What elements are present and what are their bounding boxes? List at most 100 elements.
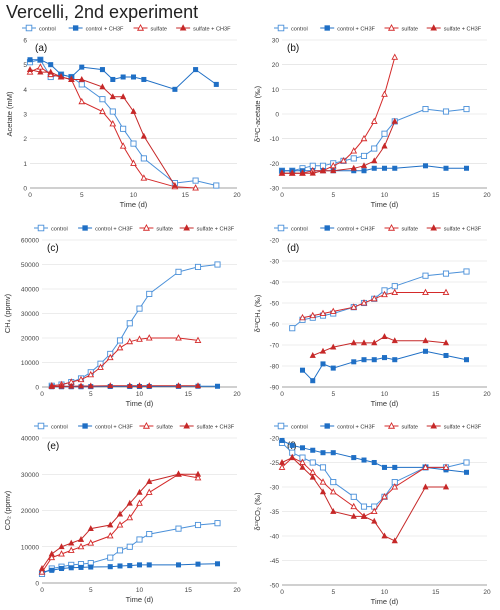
x-tick-label: 15: [185, 587, 193, 594]
data-point: [442, 108, 450, 115]
data-point: [442, 270, 450, 277]
data-point: [116, 337, 124, 344]
data-point: [381, 333, 388, 339]
data-point: [319, 309, 327, 317]
series-sulfate: [48, 334, 202, 389]
chart-panel-a: 0 1 2 3 4 5 6 0 5 10 15 20 Time (d) Acetate (mM) (a): [5, 38, 241, 210]
data-point: [82, 225, 88, 231]
data-point: [360, 134, 368, 142]
x-tick-label: 10: [136, 391, 144, 398]
panel-label: (a): [35, 43, 47, 54]
data-point: [381, 532, 388, 539]
y-tick-label: 10000: [21, 544, 39, 551]
legend-d: control control + CH3F sulfate sulfate + CH…: [274, 223, 482, 233]
data-point: [99, 107, 106, 115]
x-axis-label: Time (d): [371, 399, 399, 408]
data-point: [47, 68, 54, 75]
data-point: [136, 305, 143, 312]
data-point: [371, 357, 377, 363]
x-axis-label: Time (d): [126, 399, 154, 408]
legend-label: sulfate: [151, 27, 167, 33]
y-tick-label: -10: [270, 136, 280, 143]
data-point: [183, 422, 190, 429]
x-tick-label: 0: [28, 192, 32, 199]
data-point: [77, 542, 85, 550]
legend-label: control + CH3F: [86, 27, 124, 33]
y-tick-label: 2: [23, 136, 27, 143]
legend-label: control: [291, 227, 308, 233]
x-axis-label: Time (d): [371, 200, 399, 209]
y-tick-label: 1: [23, 161, 27, 168]
data-point: [289, 325, 296, 332]
data-point: [391, 337, 398, 344]
x-tick-label: 5: [331, 192, 335, 199]
data-point: [442, 483, 450, 490]
data-point: [26, 66, 34, 72]
x-tick-label: 10: [136, 587, 144, 594]
data-point: [37, 63, 44, 70]
series-sulfate-ch3f: [48, 382, 202, 389]
chart-panel-e: 0 10000 20000 30000 40000 0 5 10 15 20 Time (d) CO₂…: [3, 436, 241, 605]
data-point: [179, 24, 187, 31]
data-point: [381, 355, 388, 361]
data-point: [278, 458, 286, 465]
panel-label: (e): [47, 441, 59, 452]
data-point: [120, 125, 127, 132]
data-point: [299, 169, 306, 176]
data-point: [371, 459, 377, 466]
legend-item: sulfate: [384, 223, 418, 233]
data-point: [106, 532, 114, 539]
data-point: [381, 165, 388, 171]
legend-item: control: [34, 422, 68, 431]
data-point: [136, 499, 143, 506]
legend-f: control control + CH3F sulfate sulfate + CH…: [274, 421, 482, 431]
data-point: [463, 357, 470, 363]
data-point: [136, 335, 143, 342]
data-point: [130, 159, 137, 166]
data-point: [193, 67, 199, 73]
series-line: [302, 350, 467, 382]
legend-item: control + CH3F: [78, 423, 133, 431]
data-point: [289, 169, 296, 176]
data-point: [175, 562, 182, 568]
legend-item: control: [274, 422, 308, 431]
legend-label: sulfate + CH3F: [197, 227, 235, 233]
y-tick-label: 20: [272, 62, 280, 69]
legend-label: sulfate + CH3F: [444, 425, 482, 431]
data-point: [320, 450, 326, 456]
data-point: [392, 357, 398, 363]
series-control-ch3f: [279, 437, 470, 475]
data-point: [392, 165, 398, 171]
y-tick-label: 3: [23, 112, 27, 119]
x-tick-label: 10: [130, 192, 138, 199]
data-point: [392, 464, 398, 470]
data-point: [320, 361, 326, 367]
x-tick-label: 20: [483, 192, 491, 199]
x-tick-label: 0: [280, 589, 284, 596]
data-point: [422, 106, 429, 113]
y-axis-label: δ¹³CH₄ (‰): [253, 294, 262, 332]
data-point: [136, 382, 143, 389]
y-tick-label: -70: [270, 343, 280, 350]
x-tick-label: 5: [331, 391, 335, 398]
data-point: [140, 155, 147, 162]
data-point: [370, 117, 378, 124]
data-point: [142, 421, 150, 429]
x-axis-label: Time (d): [120, 200, 148, 209]
y-tick-label: 20000: [21, 336, 39, 343]
y-tick-label: 4: [23, 87, 27, 94]
series-sulfate-ch3f: [26, 66, 178, 188]
data-point: [58, 550, 65, 557]
panel-label: (b): [287, 43, 299, 54]
y-tick-label: 30000: [21, 472, 39, 479]
x-tick-label: 10: [381, 192, 389, 199]
data-point: [360, 503, 368, 510]
data-point: [99, 83, 106, 90]
data-point: [350, 303, 358, 310]
data-point: [136, 562, 143, 568]
data-point: [49, 567, 55, 573]
data-point: [391, 483, 399, 490]
y-tick-label: -80: [270, 364, 280, 371]
data-point: [430, 422, 438, 429]
data-point: [391, 537, 398, 544]
